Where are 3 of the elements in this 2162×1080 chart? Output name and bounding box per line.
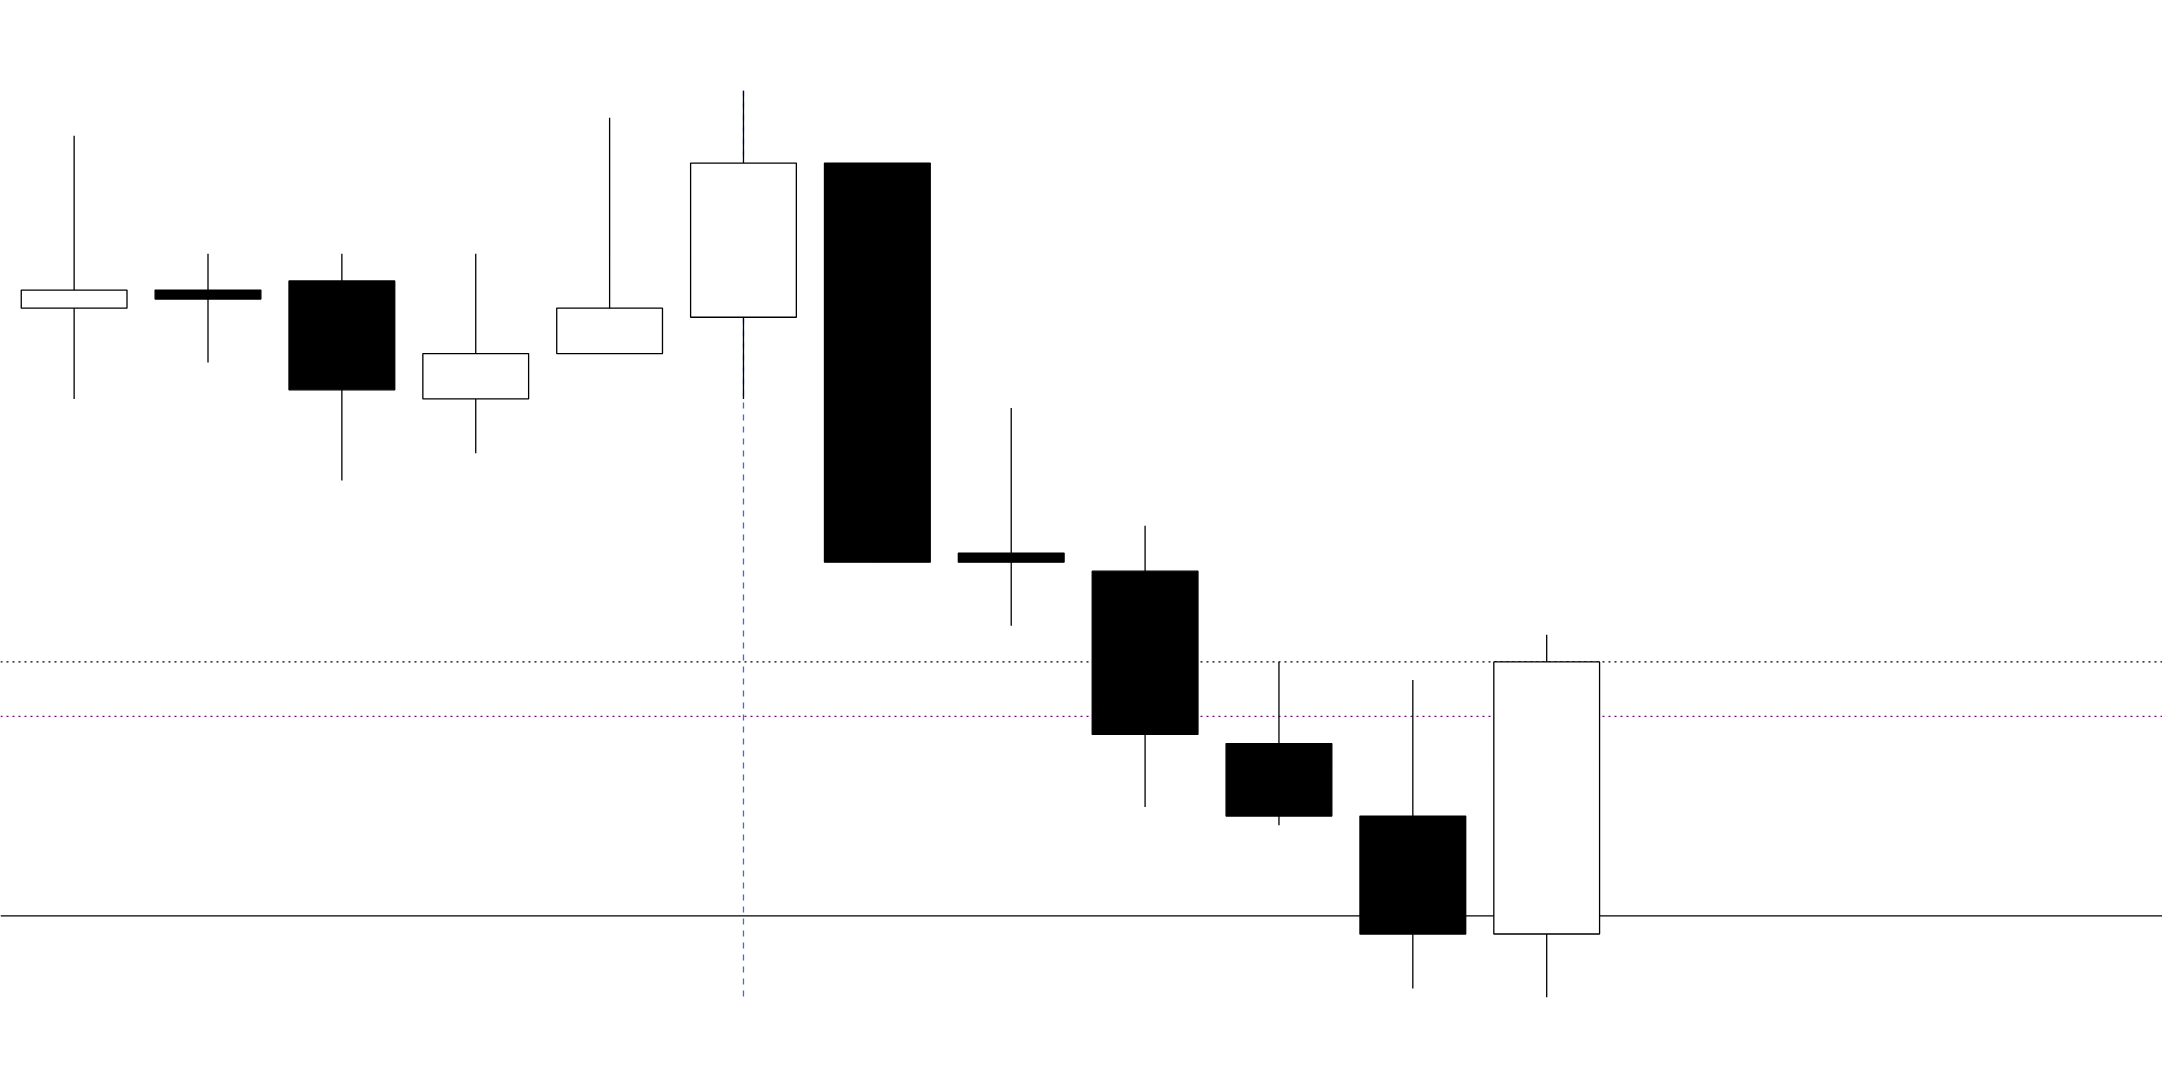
candlestick: [20, 135, 128, 400]
candlestick: [957, 407, 1065, 627]
candlestick: [154, 253, 262, 364]
